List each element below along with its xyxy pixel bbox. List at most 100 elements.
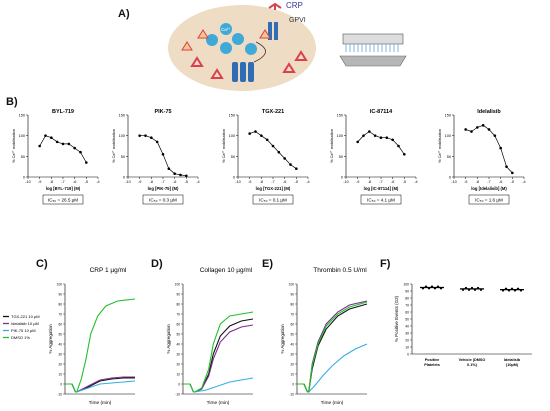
dose-chart: PIK-75 0 50 100 150 -10 -9 -8 -7 -6 -5 -4 % Ca²⁺ mob… xyxy=(111,109,200,205)
x-tick-label: -9 xyxy=(138,180,141,184)
data-point xyxy=(161,152,165,156)
y-tick-label: 100 xyxy=(57,282,63,286)
y-tick-label: 40 xyxy=(58,342,62,346)
x-tick-label: -6 xyxy=(283,180,286,184)
y-tick-label: 50 xyxy=(447,155,451,159)
y-tick-label: 20 xyxy=(405,338,409,342)
x-tick-label: -7 xyxy=(379,180,382,184)
data-point xyxy=(481,124,485,127)
legend-label: DMSO 1% xyxy=(11,335,30,340)
ic50-box xyxy=(142,194,184,205)
data-point xyxy=(173,172,176,175)
data-point xyxy=(499,146,502,150)
panel-label-f: F) xyxy=(380,258,391,270)
gpvi-label: GPVI xyxy=(289,17,306,24)
series-line xyxy=(183,311,254,393)
y-tick-label: 0 xyxy=(123,176,125,180)
data-point xyxy=(79,150,82,154)
chart-title: CRP 1 µg/ml xyxy=(90,267,127,274)
fit-curve xyxy=(249,131,297,169)
data-point xyxy=(507,289,511,292)
y-tick-label: 50 xyxy=(58,332,62,336)
series-line xyxy=(65,380,136,393)
series-line xyxy=(65,298,136,393)
data-point xyxy=(504,287,508,290)
chart-title: BYL-719 xyxy=(52,109,74,115)
data-point xyxy=(505,165,508,168)
y-tick-label: 90 xyxy=(405,289,409,293)
ic50-label: IC₅₀ = 26.5 µM xyxy=(48,197,78,202)
x-tick-label: -5 xyxy=(295,180,298,184)
calcium-ion-label: Ca²⁺ xyxy=(221,27,231,32)
data-point xyxy=(513,289,517,292)
fit-curve xyxy=(465,124,513,174)
category-label: Platelets xyxy=(424,363,440,367)
gpvi-receptor-icon xyxy=(268,22,278,40)
y-axis-label: % Positive Events (G3) xyxy=(394,295,399,342)
y-axis-label: % Aggregation xyxy=(166,324,171,354)
data-point xyxy=(44,134,47,137)
x-axis-label: Time (min) xyxy=(321,400,344,406)
data-point xyxy=(430,285,434,288)
category-label: Positive xyxy=(425,358,440,362)
dose-chart: IC-87114 0 50 100 150 -10 -9 -8 -7 -6 -5 -4 % Ca²⁺ m… xyxy=(329,109,418,205)
data-point xyxy=(464,128,467,131)
data-point xyxy=(185,174,188,178)
y-tick-label: 0 xyxy=(341,176,343,180)
x-tick-label: -5 xyxy=(403,180,406,184)
y-axis-label: % Ca²⁺ mobilisation xyxy=(111,129,116,163)
y-tick-label: 80 xyxy=(405,296,409,300)
category-label: Idelalisib xyxy=(504,358,521,362)
x-axis-label: log [BYL-719] (M) xyxy=(46,186,81,191)
data-point xyxy=(55,140,59,144)
dose-chart: BYL-719 0 50 100 150 -10 -9 -8 -7 -6 -5 -4 % Ca²⁺ mo… xyxy=(11,109,100,205)
x-tick-label: -6 xyxy=(391,180,394,184)
data-point xyxy=(271,144,275,148)
panel-label-d: D) xyxy=(151,258,163,270)
ic50-label: IC₅₀ = 1.6 µM xyxy=(475,197,503,202)
data-point xyxy=(436,285,440,288)
data-point xyxy=(373,134,377,137)
data-point xyxy=(50,136,53,140)
data-point xyxy=(403,152,406,156)
y-tick-label: 100 xyxy=(19,134,25,138)
platelet-cell xyxy=(168,5,316,91)
x-tick-label: -9 xyxy=(356,180,359,184)
y-tick-label: 100 xyxy=(403,282,409,286)
data-point xyxy=(487,128,491,131)
x-tick-label: -9 xyxy=(38,180,41,184)
y-tick-label: 10 xyxy=(176,372,180,376)
y-tick-label: 30 xyxy=(405,331,409,335)
x-tick-label: -5 xyxy=(185,180,188,184)
y-tick-label: -10 xyxy=(289,392,294,396)
x-axis-label: log [Idelalisib] (M) xyxy=(471,186,507,191)
chart-title: PIK-75 xyxy=(154,109,171,115)
data-point xyxy=(167,167,171,171)
y-tick-label: 150 xyxy=(19,114,25,118)
y-axis-label: % Aggregation xyxy=(48,324,53,354)
x-tick-label: -10 xyxy=(25,180,31,184)
data-point xyxy=(473,288,477,291)
aggregation-chart: Collagen 10 µg/ml1009080706050403020100-… xyxy=(166,267,254,406)
data-point xyxy=(476,286,480,290)
positive-events-chart: 0 10 20 30 40 50 60 70 80 90 100 % Positive Events … xyxy=(394,282,532,367)
y-tick-label: 70 xyxy=(58,312,62,316)
ic50-box xyxy=(42,194,84,205)
x-tick-label: -10 xyxy=(451,180,457,184)
y-tick-label: 0 xyxy=(292,382,294,386)
data-point xyxy=(85,161,88,164)
panel-label-e: E) xyxy=(262,258,273,270)
x-tick-label: -7 xyxy=(487,180,490,184)
fit-curve xyxy=(357,131,405,155)
x-tick-label: -4 xyxy=(196,180,199,184)
data-point xyxy=(155,140,159,144)
y-tick-label: 80 xyxy=(290,302,294,306)
y-tick-label: 100 xyxy=(119,134,125,138)
y-axis-label: % Aggregation xyxy=(280,324,285,354)
y-tick-label: 70 xyxy=(405,303,409,307)
ic50-label: IC₅₀ = 0.1 µM xyxy=(259,197,287,202)
x-axis-label: log [PIK-75] (M) xyxy=(148,186,179,191)
data-point xyxy=(516,287,520,290)
x-axis-label: Time (min) xyxy=(89,400,112,406)
x-tick-label: -8 xyxy=(150,180,153,184)
